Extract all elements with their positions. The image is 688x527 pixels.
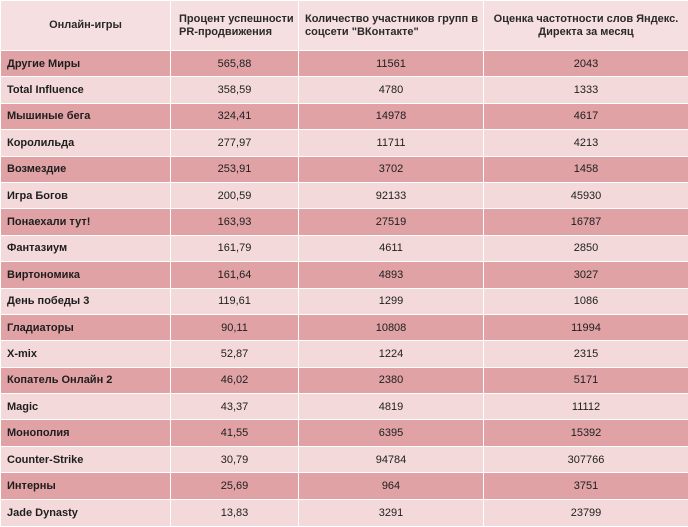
yandex-frequency-cell: 2850 (484, 235, 688, 261)
vk-members-cell: 27519 (299, 209, 484, 235)
yandex-frequency-cell: 3751 (484, 473, 688, 499)
pr-success-cell: 200,59 (171, 182, 299, 208)
pr-success-cell: 52,87 (171, 341, 299, 367)
game-name-cell: Counter-Strike (1, 446, 171, 472)
pr-success-cell: 30,79 (171, 446, 299, 472)
header-pr-success: Процент успешности PR-продвижения (171, 1, 299, 51)
pr-success-cell: 43,37 (171, 394, 299, 420)
yandex-frequency-cell: 11112 (484, 394, 688, 420)
pr-success-cell: 324,41 (171, 103, 299, 129)
pr-success-cell: 163,93 (171, 209, 299, 235)
vk-members-cell: 1299 (299, 288, 484, 314)
game-name-cell: Игра Богов (1, 182, 171, 208)
game-name-cell: Фантазиум (1, 235, 171, 261)
vk-members-cell: 11561 (299, 51, 484, 77)
pr-success-cell: 46,02 (171, 367, 299, 393)
game-name-cell: Виртономика (1, 262, 171, 288)
yandex-frequency-cell: 23799 (484, 499, 688, 526)
game-name-cell: Монополия (1, 420, 171, 446)
vk-members-cell: 4611 (299, 235, 484, 261)
yandex-frequency-cell: 45930 (484, 182, 688, 208)
pr-success-cell: 565,88 (171, 51, 299, 77)
yandex-frequency-cell: 307766 (484, 446, 688, 472)
vk-members-cell: 3702 (299, 156, 484, 182)
yandex-frequency-cell: 4213 (484, 130, 688, 156)
yandex-frequency-cell: 5171 (484, 367, 688, 393)
yandex-frequency-cell: 4617 (484, 103, 688, 129)
game-name-cell: Интерны (1, 473, 171, 499)
game-name-cell: День победы 3 (1, 288, 171, 314)
game-name-cell: Копатель Онлайн 2 (1, 367, 171, 393)
vk-members-cell: 94784 (299, 446, 484, 472)
game-name-cell: Total Influence (1, 77, 171, 103)
pr-success-cell: 119,61 (171, 288, 299, 314)
vk-members-cell: 10808 (299, 314, 484, 340)
vk-members-cell: 6395 (299, 420, 484, 446)
pr-success-cell: 277,97 (171, 130, 299, 156)
vk-members-cell: 2380 (299, 367, 484, 393)
game-name-cell: Другие Миры (1, 51, 171, 77)
game-name-cell: X-mix (1, 341, 171, 367)
vk-members-cell: 4780 (299, 77, 484, 103)
pr-success-cell: 25,69 (171, 473, 299, 499)
pr-success-cell: 161,64 (171, 262, 299, 288)
pr-success-cell: 161,79 (171, 235, 299, 261)
vk-members-cell: 11711 (299, 130, 484, 156)
header-row: Онлайн-игры Процент успешности PR-продви… (1, 1, 688, 51)
yandex-frequency-cell: 1086 (484, 288, 688, 314)
pr-success-cell: 90,11 (171, 314, 299, 340)
header-games: Онлайн-игры (1, 1, 171, 51)
yandex-frequency-cell: 2315 (484, 341, 688, 367)
vk-members-cell: 964 (299, 473, 484, 499)
vk-members-cell: 4893 (299, 262, 484, 288)
game-name-cell: Magic (1, 394, 171, 420)
pr-success-cell: 41,55 (171, 420, 299, 446)
yandex-frequency-cell: 15392 (484, 420, 688, 446)
game-name-cell: Jade Dynasty (1, 499, 171, 526)
yandex-frequency-cell: 1333 (484, 77, 688, 103)
yandex-frequency-cell: 1458 (484, 156, 688, 182)
vk-members-cell: 3291 (299, 499, 484, 526)
game-name-cell: Королильда (1, 130, 171, 156)
pr-success-cell: 358,59 (171, 77, 299, 103)
yandex-frequency-cell: 11994 (484, 314, 688, 340)
game-name-cell: Возмездие (1, 156, 171, 182)
vk-members-cell: 1224 (299, 341, 484, 367)
header-vk-members: Количество участников групп в соцсети "В… (299, 1, 484, 51)
pr-success-cell: 13,83 (171, 499, 299, 526)
game-name-cell: Мышиные бега (1, 103, 171, 129)
game-name-cell: Гладиаторы (1, 314, 171, 340)
vk-members-cell: 14978 (299, 103, 484, 129)
pr-success-cell: 253,91 (171, 156, 299, 182)
yandex-frequency-cell: 2043 (484, 51, 688, 77)
vk-members-cell: 92133 (299, 182, 484, 208)
header-yandex-frequency: Оценка частотности слов Яндекс. Директа … (484, 1, 688, 51)
vk-members-cell: 4819 (299, 394, 484, 420)
yandex-frequency-cell: 3027 (484, 262, 688, 288)
yandex-frequency-cell: 16787 (484, 209, 688, 235)
game-name-cell: Понаехали тут! (1, 209, 171, 235)
